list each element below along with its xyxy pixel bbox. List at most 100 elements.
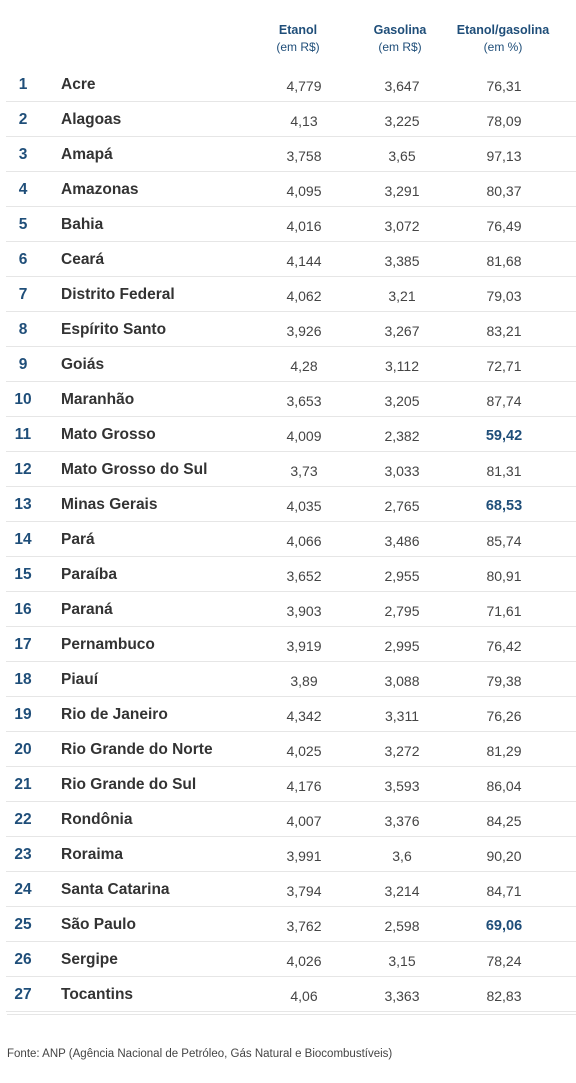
table-row: 27 Tocantins 4,06 3,363 82,83 bbox=[6, 977, 576, 1012]
ratio-value: 85,74 bbox=[486, 533, 522, 549]
state-name: Pernambuco bbox=[61, 636, 155, 653]
etanol-price: 4,009 bbox=[286, 428, 322, 444]
state-name: Alagoas bbox=[61, 111, 122, 128]
gasolina-price: 3,486 bbox=[384, 533, 420, 549]
gasolina-price: 3,291 bbox=[384, 183, 420, 199]
gasolina-price: 3,267 bbox=[384, 323, 420, 339]
row-number: 17 bbox=[14, 636, 32, 653]
state-name: Distrito Federal bbox=[61, 286, 175, 303]
state-name: Maranhão bbox=[61, 391, 135, 408]
etanol-price: 4,176 bbox=[286, 778, 322, 794]
ratio-value: 81,68 bbox=[486, 253, 522, 269]
row-number: 10 bbox=[14, 391, 32, 408]
gasolina-price: 3,272 bbox=[384, 743, 420, 759]
ratio-value: 80,37 bbox=[486, 183, 522, 199]
column-title: Etanol/gasolina bbox=[456, 23, 550, 37]
table-row: 24 Santa Catarina 3,794 3,214 84,71 bbox=[6, 872, 576, 907]
state-name: Mato Grosso bbox=[61, 426, 156, 443]
row-number: 14 bbox=[14, 531, 32, 548]
etanol-price: 3,919 bbox=[286, 638, 322, 654]
etanol-price: 4,007 bbox=[286, 813, 322, 829]
ratio-value: 82,83 bbox=[486, 988, 522, 1004]
table-row: 7 Distrito Federal 4,062 3,21 79,03 bbox=[6, 277, 576, 312]
etanol-price: 4,035 bbox=[286, 498, 322, 514]
state-name: Rondônia bbox=[61, 811, 133, 828]
row-number: 4 bbox=[18, 181, 28, 198]
row-number: 3 bbox=[18, 146, 28, 163]
state-name: Rio de Janeiro bbox=[61, 706, 168, 723]
etanol-price: 4,144 bbox=[286, 253, 322, 269]
divider bbox=[7, 1014, 576, 1015]
state-name: Paraíba bbox=[61, 566, 118, 583]
ratio-value: 79,38 bbox=[486, 673, 522, 689]
ratio-value: 80,91 bbox=[486, 568, 522, 584]
gasolina-price: 3,214 bbox=[384, 883, 420, 899]
row-number: 25 bbox=[14, 916, 32, 933]
gasolina-price: 3,033 bbox=[384, 463, 420, 479]
table-body: 1 Acre 4,779 3,647 76,31 2 Alagoas 4,13 3,225 78,… bbox=[6, 67, 576, 1012]
ratio-value: 86,04 bbox=[486, 778, 522, 794]
gasolina-price: 3,311 bbox=[385, 708, 419, 724]
row-number: 20 bbox=[14, 741, 32, 758]
gasolina-price: 3,647 bbox=[384, 78, 420, 94]
column-header-etanol: Etanol (em R$) bbox=[259, 22, 337, 55]
ratio-value: 68,53 bbox=[485, 498, 523, 514]
row-number: 23 bbox=[14, 846, 32, 863]
column-unit: (em %) bbox=[483, 40, 523, 54]
gasolina-price: 3,376 bbox=[384, 813, 420, 829]
state-name: Amapá bbox=[61, 146, 113, 163]
state-name: Goiás bbox=[61, 356, 105, 373]
column-title: Gasolina bbox=[373, 23, 427, 37]
gasolina-price: 3,593 bbox=[384, 778, 420, 794]
ratio-value: 83,21 bbox=[486, 323, 522, 339]
ratio-value: 78,24 bbox=[486, 953, 522, 969]
ratio-value: 76,42 bbox=[486, 638, 522, 654]
row-number: 12 bbox=[14, 461, 32, 478]
state-name: Ceará bbox=[61, 251, 105, 268]
table-row: 11 Mato Grosso 4,009 2,382 59,42 bbox=[6, 417, 576, 452]
table-row: 1 Acre 4,779 3,647 76,31 bbox=[6, 67, 576, 102]
etanol-price: 4,025 bbox=[286, 743, 322, 759]
row-number: 26 bbox=[14, 951, 32, 968]
etanol-price: 3,903 bbox=[286, 603, 322, 619]
state-name: Roraima bbox=[61, 846, 124, 863]
etanol-price: 4,06 bbox=[290, 988, 318, 1004]
ratio-value: 76,49 bbox=[486, 218, 522, 234]
row-number: 15 bbox=[14, 566, 32, 583]
ratio-value: 84,25 bbox=[486, 813, 522, 829]
row-number: 8 bbox=[18, 321, 28, 338]
etanol-price: 3,652 bbox=[286, 568, 322, 584]
row-number: 18 bbox=[14, 671, 32, 688]
table-row: 23 Roraima 3,991 3,6 90,20 bbox=[6, 837, 576, 872]
state-name: Paraná bbox=[61, 601, 113, 618]
gasolina-price: 2,765 bbox=[384, 498, 420, 514]
state-name: Santa Catarina bbox=[61, 881, 170, 898]
etanol-price: 4,066 bbox=[286, 533, 322, 549]
table-row: 15 Paraíba 3,652 2,955 80,91 bbox=[6, 557, 576, 592]
gasolina-price: 2,995 bbox=[384, 638, 420, 654]
ratio-value: 72,71 bbox=[486, 358, 522, 374]
ratio-value: 71,61 bbox=[486, 603, 522, 619]
etanol-price: 3,794 bbox=[286, 883, 322, 899]
gasolina-price: 3,112 bbox=[385, 358, 419, 374]
row-number: 5 bbox=[18, 216, 28, 233]
gasolina-price: 3,088 bbox=[384, 673, 420, 689]
etanol-price: 4,016 bbox=[286, 218, 322, 234]
etanol-price: 3,89 bbox=[290, 673, 318, 689]
table-row: 6 Ceará 4,144 3,385 81,68 bbox=[6, 242, 576, 277]
column-title: Etanol bbox=[278, 23, 318, 37]
gasolina-price: 3,385 bbox=[384, 253, 420, 269]
state-name: Mato Grosso do Sul bbox=[61, 461, 208, 478]
table-row: 5 Bahia 4,016 3,072 76,49 bbox=[6, 207, 576, 242]
row-number: 22 bbox=[14, 811, 32, 828]
table-row: 14 Pará 4,066 3,486 85,74 bbox=[6, 522, 576, 557]
gasolina-price: 2,795 bbox=[384, 603, 420, 619]
ratio-value: 79,03 bbox=[486, 288, 522, 304]
etanol-price: 3,653 bbox=[286, 393, 322, 409]
row-number: 7 bbox=[18, 286, 28, 303]
gasolina-price: 3,6 bbox=[392, 848, 412, 864]
table-row: 19 Rio de Janeiro 4,342 3,311 76,26 bbox=[6, 697, 576, 732]
ratio-value: 84,71 bbox=[486, 883, 522, 899]
etanol-price: 3,762 bbox=[286, 918, 322, 934]
gasolina-price: 3,363 bbox=[384, 988, 420, 1004]
